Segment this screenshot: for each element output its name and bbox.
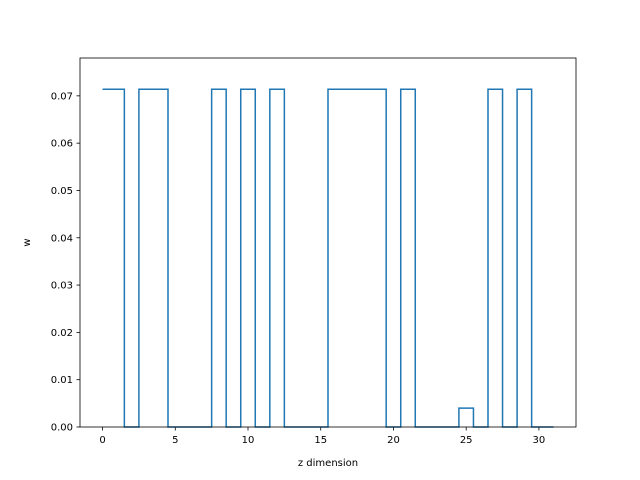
y-tick-label: 0.00 <box>51 423 73 434</box>
x-tick-label: 30 <box>533 435 546 446</box>
x-tick-label: 5 <box>172 435 178 446</box>
x-tick-label: 10 <box>242 435 255 446</box>
x-tick-label: 25 <box>460 435 473 446</box>
y-tick-label: 0.07 <box>51 91 73 102</box>
plot-frame <box>79 57 577 428</box>
y-tick-label: 0.04 <box>51 233 73 244</box>
y-tick-label: 0.03 <box>51 281 73 292</box>
x-axis-label: z dimension <box>298 458 358 469</box>
y-axis-ticks: 0.00 0.01 0.02 0.03 0.04 0.05 0.06 0.07 <box>51 91 80 434</box>
y-tick-label: 0.05 <box>51 186 73 197</box>
x-tick-label: 20 <box>387 435 400 446</box>
y-tick-label: 0.06 <box>51 139 73 150</box>
x-tick-label: 15 <box>314 435 327 446</box>
y-axis-label: w <box>22 238 33 246</box>
y-tick-label: 0.02 <box>51 328 73 339</box>
x-tick-label: 0 <box>99 435 105 446</box>
y-tick-label: 0.01 <box>51 375 73 386</box>
